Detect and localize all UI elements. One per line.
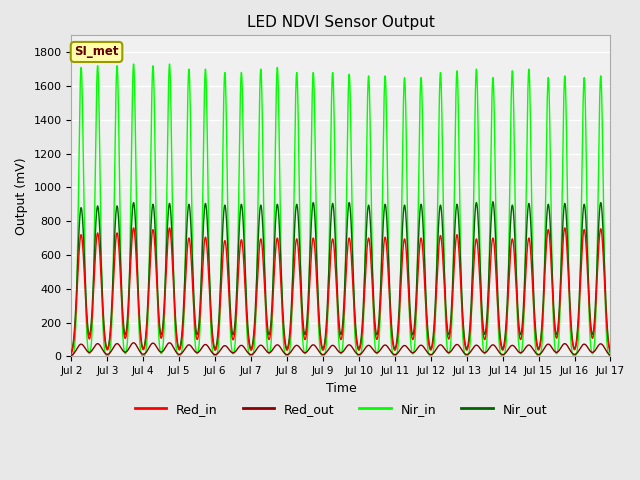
Nir_in [166,61,173,67]
Red_out [68,352,76,358]
Red_in [166,225,173,231]
Nir_out [100,316,108,322]
Red_in [90,285,97,291]
Legend: Red_in, Red_out, Nir_in, Nir_out: Red_in, Red_out, Nir_in, Nir_out [130,398,552,420]
Red_in [173,339,181,345]
Red_out [100,348,108,354]
Text: SI_met: SI_met [74,46,119,59]
Red_out [90,345,97,351]
Line: Nir_in: Nir_in [72,64,611,356]
Nir_out [489,199,497,204]
Red_in [578,250,586,256]
Red_out [70,350,77,356]
Title: LED NDVI Sensor Output: LED NDVI Sensor Output [247,15,435,30]
Red_out [578,343,586,348]
Nir_out [90,270,97,276]
Line: Red_in: Red_in [72,228,611,353]
Nir_in [100,336,108,342]
Line: Nir_out: Nir_out [72,202,611,352]
X-axis label: Time: Time [326,382,356,395]
Nir_out [68,349,76,355]
Nir_in [607,353,614,359]
Red_in [70,338,77,344]
Red_out [173,350,181,356]
Nir_out [578,229,586,235]
Nir_in [331,167,339,173]
Nir_in [68,353,76,359]
Nir_out [70,335,77,340]
Line: Red_out: Red_out [72,343,611,355]
Nir_out [607,349,614,355]
Red_out [331,344,339,349]
Nir_in [173,350,181,356]
Nir_in [70,349,77,355]
Red_in [607,350,614,356]
Nir_in [578,169,586,175]
Y-axis label: Output (mV): Output (mV) [15,157,28,235]
Nir_out [173,336,181,342]
Nir_out [331,228,339,234]
Red_out [166,340,173,346]
Red_in [331,258,339,264]
Red_in [100,323,108,329]
Nir_in [90,267,97,273]
Red_in [68,350,76,356]
Red_out [607,352,614,358]
